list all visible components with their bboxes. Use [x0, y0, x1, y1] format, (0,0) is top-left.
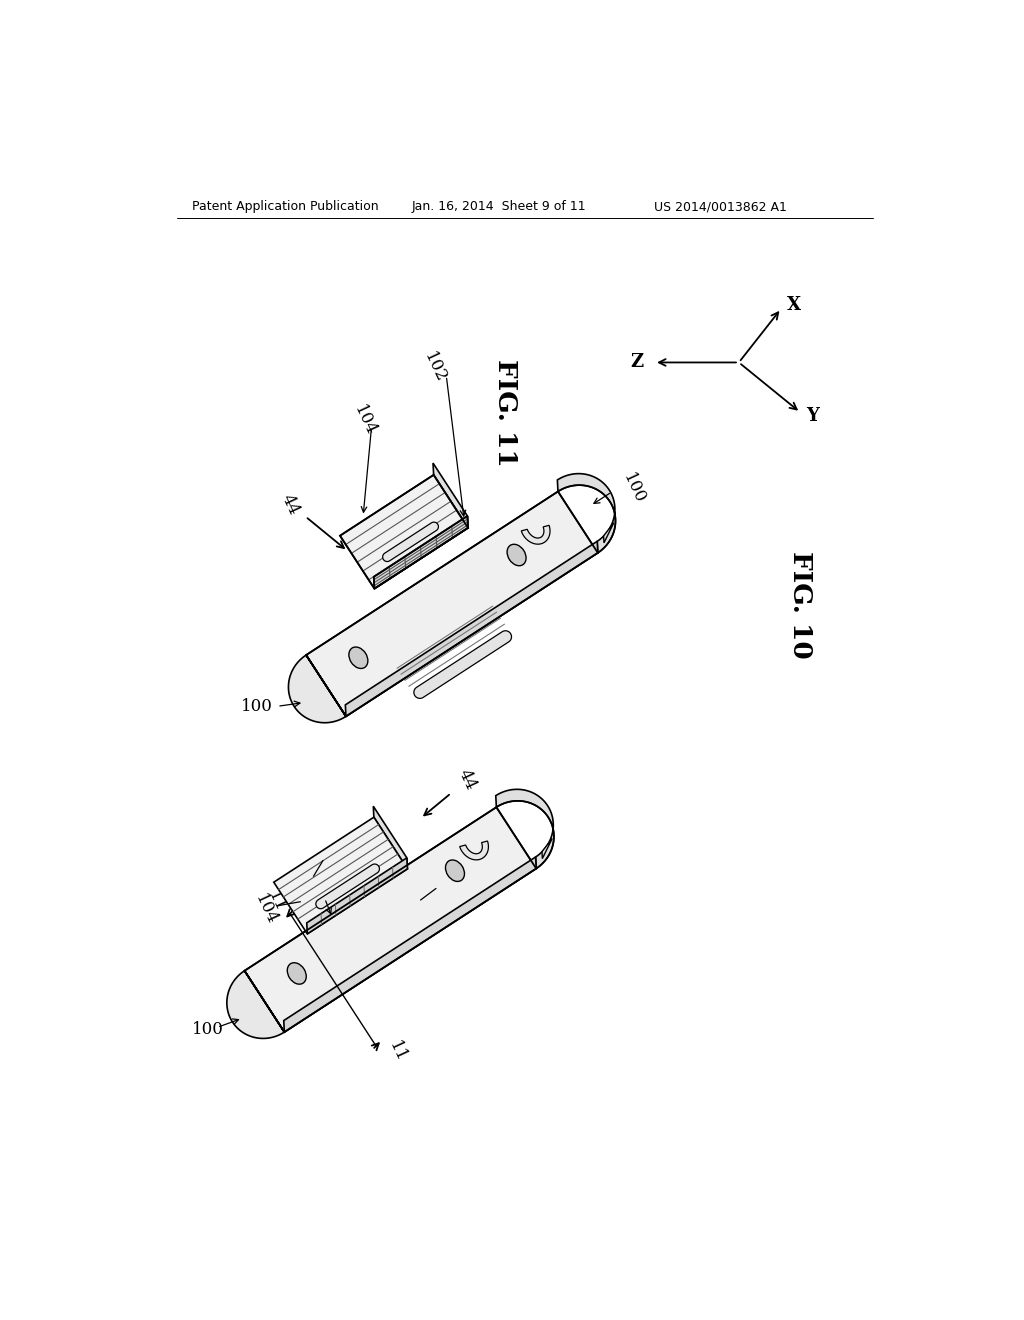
Polygon shape [306, 491, 598, 717]
Text: 44: 44 [455, 767, 479, 793]
Polygon shape [603, 523, 613, 543]
Text: 98: 98 [440, 873, 464, 899]
Text: 44: 44 [278, 491, 302, 519]
Text: Z: Z [631, 354, 644, 371]
Polygon shape [414, 631, 512, 698]
Text: US 2014/0013862 A1: US 2014/0013862 A1 [654, 201, 787, 214]
Text: 104: 104 [350, 403, 379, 438]
Text: 100: 100 [620, 471, 648, 507]
Polygon shape [460, 841, 488, 859]
Ellipse shape [445, 859, 465, 882]
Text: 11: 11 [264, 888, 289, 915]
Text: 98: 98 [426, 519, 446, 536]
Polygon shape [374, 807, 408, 869]
Polygon shape [315, 865, 380, 908]
Text: 100: 100 [242, 698, 273, 715]
Polygon shape [374, 516, 468, 589]
Text: Y: Y [807, 408, 819, 425]
Polygon shape [542, 838, 552, 858]
Text: Jan. 16, 2014  Sheet 9 of 11: Jan. 16, 2014 Sheet 9 of 11 [412, 201, 586, 214]
Ellipse shape [288, 962, 306, 985]
Text: 102: 102 [293, 865, 322, 900]
Polygon shape [245, 808, 537, 1032]
Polygon shape [289, 655, 346, 723]
Text: 11: 11 [385, 1039, 410, 1065]
Text: 102: 102 [420, 350, 450, 385]
Polygon shape [340, 475, 468, 589]
Polygon shape [383, 523, 438, 561]
Polygon shape [433, 463, 468, 528]
Polygon shape [284, 857, 537, 1032]
Text: Patent Application Publication: Patent Application Publication [193, 201, 379, 214]
Polygon shape [521, 525, 550, 544]
Polygon shape [345, 541, 598, 717]
Ellipse shape [507, 544, 526, 566]
Polygon shape [227, 970, 285, 1039]
Text: FIG. 11: FIG. 11 [493, 359, 518, 466]
Ellipse shape [349, 647, 368, 668]
Polygon shape [557, 474, 615, 553]
Text: X: X [787, 296, 802, 314]
Text: 100: 100 [191, 1022, 224, 1039]
Text: 104: 104 [251, 891, 280, 928]
Polygon shape [496, 789, 554, 869]
Polygon shape [307, 858, 408, 933]
Text: 104: 104 [306, 878, 335, 913]
Text: FIG. 10: FIG. 10 [787, 552, 813, 659]
Polygon shape [273, 817, 408, 933]
